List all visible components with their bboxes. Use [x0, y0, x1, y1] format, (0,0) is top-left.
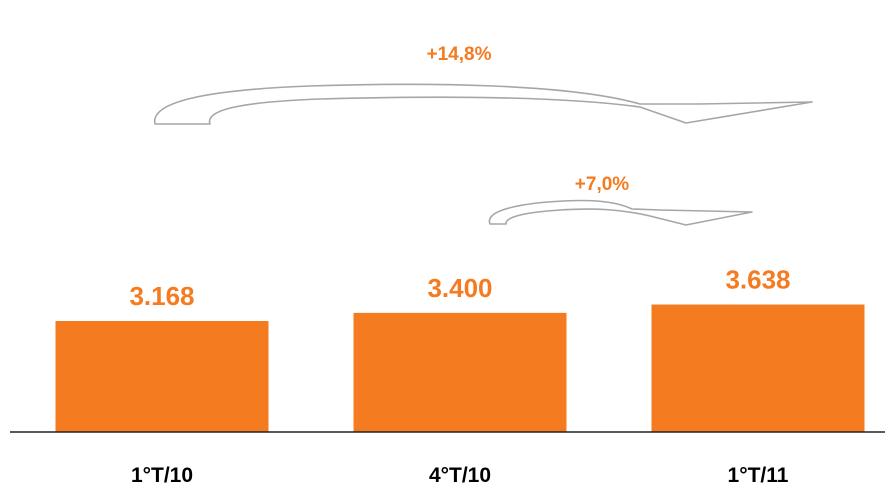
- bar-value-label: 3.638: [725, 265, 790, 295]
- category-label: 1°T/10: [131, 464, 193, 487]
- bar-value-label: 3.168: [129, 281, 194, 311]
- growth-arrow-small: [488, 199, 753, 226]
- category-label: 4°T/10: [429, 464, 491, 487]
- bar: [55, 321, 269, 432]
- category-label: 1°T/11: [728, 464, 789, 487]
- bar: [651, 304, 865, 432]
- growth-percentage-label: +7,0%: [575, 174, 630, 195]
- bar-value-label: 3.400: [427, 273, 492, 303]
- chart-labels: 3.168 1°T/10 3.400 4°T/10 3.638 1°T/11 +14,8% +…: [129, 44, 790, 487]
- bar-series: [55, 304, 865, 432]
- growth-arrows: [154, 83, 813, 226]
- bar: [353, 312, 567, 432]
- growth-percentage-label: +14,8%: [427, 44, 492, 65]
- growth-arrow-large: [154, 83, 813, 125]
